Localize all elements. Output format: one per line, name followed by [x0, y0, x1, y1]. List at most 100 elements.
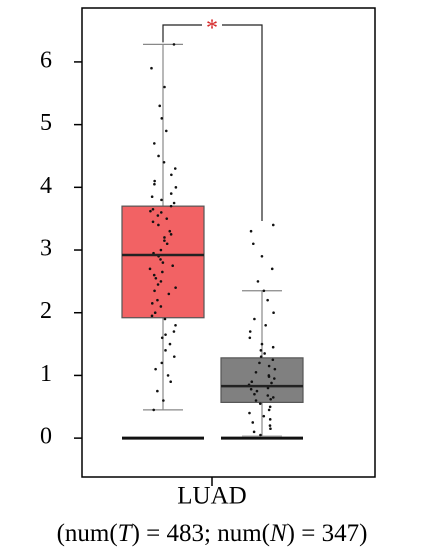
jitter-point	[156, 283, 160, 286]
jitter-point	[267, 375, 271, 378]
jitter-point	[153, 142, 156, 145]
jitter-point	[253, 317, 256, 321]
jitter-point	[165, 242, 169, 246]
jitter-point	[169, 233, 173, 236]
jitter-point	[264, 323, 267, 327]
jitter-point	[148, 267, 152, 271]
jitter-point	[161, 261, 165, 264]
jitter-point	[255, 389, 259, 393]
jitter-point	[163, 236, 166, 239]
jitter-point	[151, 207, 155, 211]
jitter-point	[166, 374, 170, 377]
jitter-point	[168, 342, 172, 346]
x-subtitle: (num(T) = 483; num(N) = 347)	[57, 520, 368, 547]
jitter-point	[271, 358, 275, 362]
jitter-point	[154, 276, 158, 280]
jitter-point	[163, 239, 166, 242]
jitter-point	[160, 361, 164, 365]
jitter-point	[160, 198, 163, 202]
jitter-point	[174, 323, 177, 327]
jitter-point	[156, 214, 160, 217]
y-tick-label: 6	[40, 47, 52, 73]
x-subtitle-part: (num(	[57, 520, 118, 547]
jitter-point	[165, 217, 169, 220]
jitter-point	[169, 380, 172, 383]
jitter-point	[172, 43, 176, 46]
jitter-point	[159, 280, 163, 283]
jitter-point	[164, 349, 167, 352]
jitter-point	[170, 173, 173, 177]
jitter-point	[158, 104, 162, 108]
jitter-point	[262, 289, 266, 293]
box	[220, 357, 304, 403]
jitter-point	[159, 248, 163, 252]
jitter-point	[258, 402, 262, 405]
jitter-point	[271, 396, 275, 399]
y-tick-label: 4	[40, 173, 52, 199]
jitter-point	[168, 229, 172, 233]
jitter-point	[252, 242, 255, 246]
jitter-point	[273, 367, 277, 371]
jitter-point	[268, 405, 272, 409]
jitter-point	[159, 305, 163, 308]
jitter-point	[260, 342, 264, 346]
x-subtitle-part: T	[118, 520, 134, 547]
jitter-point	[167, 292, 171, 296]
y-tick-label: 5	[40, 110, 52, 136]
jitter-point	[157, 223, 160, 227]
jitter-point	[150, 314, 154, 318]
jitter-point	[160, 117, 164, 120]
jitter-point	[169, 204, 173, 208]
jitter-point	[272, 311, 275, 315]
jitter-point	[162, 399, 165, 402]
jitter-point	[159, 258, 162, 261]
jitter-point	[271, 345, 275, 349]
jitter-point	[169, 192, 173, 195]
jitter-point	[157, 154, 160, 158]
jitter-point	[162, 160, 166, 164]
jitter-point	[174, 286, 177, 289]
jitter-point	[160, 336, 164, 340]
jitter-point	[171, 264, 174, 267]
jitter-point	[252, 430, 256, 434]
jitter-point	[150, 302, 154, 305]
jitter-point	[156, 389, 159, 393]
jitter-point	[172, 201, 176, 205]
jitter-point	[254, 399, 258, 402]
x-subtitle-part: N	[269, 520, 288, 547]
jitter-point	[153, 179, 156, 183]
jitter-point	[150, 195, 154, 199]
jitter-point	[159, 211, 163, 214]
jitter-point	[150, 66, 153, 70]
jitter-point	[259, 349, 263, 352]
jitter-point	[253, 392, 256, 396]
jitter-point	[248, 330, 252, 333]
jitter-point	[256, 280, 260, 283]
significance-bracket	[162, 24, 263, 221]
x-subtitle-part: ) = 347)	[287, 520, 368, 547]
jitter-point	[270, 267, 274, 271]
jitter-point	[258, 361, 261, 365]
y-tick-label: 3	[40, 236, 52, 262]
x-tick-label: LUAD	[177, 483, 246, 510]
jitter-point	[163, 317, 167, 321]
jitter-point	[174, 186, 178, 189]
bracket-gap	[202, 17, 222, 33]
jitter-point	[254, 370, 258, 374]
jitter-point	[267, 364, 271, 368]
jitter-point	[263, 352, 266, 355]
jitter-point	[248, 411, 251, 415]
jitter-point	[267, 408, 271, 412]
jitter-point	[269, 397, 272, 401]
jitter-point	[161, 270, 164, 274]
jitter-point	[164, 129, 168, 133]
jitter-point	[259, 355, 263, 358]
jitter-point	[152, 408, 156, 412]
jitter-point	[172, 355, 176, 358]
jitter-point	[153, 311, 157, 315]
jitter-point	[164, 333, 167, 336]
jitter-point	[266, 298, 269, 302]
jitter-point	[266, 394, 270, 397]
